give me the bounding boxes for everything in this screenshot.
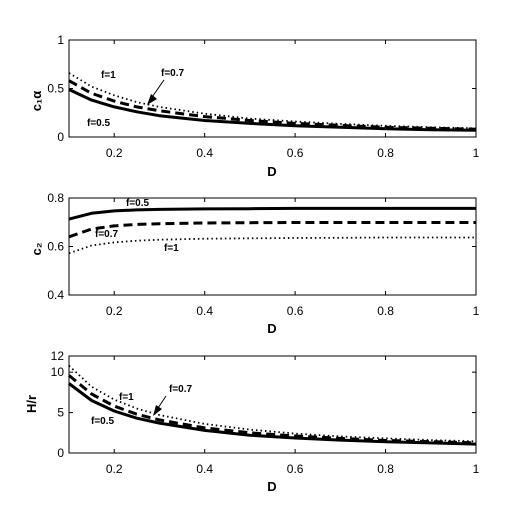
- panel2-frame: [68, 197, 477, 296]
- panel3-ytick-label: 5: [57, 406, 64, 420]
- panel1-series-solid: [68, 88, 477, 132]
- panel1-xtick-label: 0.8: [377, 146, 394, 160]
- panel1-arrow: [147, 79, 165, 105]
- panel2-series-solid: [68, 206, 476, 221]
- panel3-annot-f05: f=0.5: [91, 416, 115, 427]
- panel2-ytick-label: 0.6: [47, 240, 64, 254]
- panel2-annot-f07: f=0.7: [95, 229, 119, 240]
- panel3-ytick-label: 0: [57, 446, 64, 460]
- panel3-ylabel-text: H/r: [24, 395, 39, 413]
- panel1-ytick-label: 0.5: [47, 82, 64, 96]
- panel3-annot-f1: f=1: [119, 392, 134, 403]
- panel1-ylabel: c₁α: [29, 91, 44, 112]
- panel3-xtick-label: 0.6: [287, 462, 304, 476]
- panel1-annot-f1: f=1: [101, 70, 116, 81]
- panel1-series: [68, 72, 477, 132]
- panel1-annot-f05: f=0.5: [87, 118, 111, 129]
- panel2-xtick-label: 0.2: [106, 304, 123, 318]
- panel2-series-dashed: [68, 221, 476, 239]
- panel2-ytick-label: 0.4: [47, 288, 64, 302]
- panel2-ylabel: c₂: [29, 242, 44, 255]
- panel3-frame: [68, 355, 477, 454]
- panel1-xtick-label: 0.4: [196, 146, 213, 160]
- panel1-ticks: 0.2 0.4 0.6 0.8 1 0 0.5 1: [47, 33, 479, 160]
- panel3-xlabel: D: [267, 479, 276, 494]
- panel2-ticks: 0.2 0.4 0.6 0.8 1 0.4 0.6 0.8: [47, 191, 479, 318]
- panel1-series-dashed: [68, 79, 477, 131]
- panel2-ylabel-text: c₂: [29, 242, 44, 255]
- panel3-ylabel: H/r: [24, 395, 39, 413]
- panel3-series-dashed: [68, 374, 477, 445]
- panel2-series: [68, 206, 476, 255]
- panel2-annot-f1: f=1: [164, 243, 179, 254]
- panel1-xlabel: D: [267, 164, 276, 179]
- panel3-xtick-label: 0.2: [106, 462, 123, 476]
- panel2-annot-f05: f=0.5: [126, 198, 150, 209]
- panel3-xtick-label: 1: [473, 462, 480, 476]
- panel2-xtick-label: 1: [473, 304, 480, 318]
- panel2-series-dotted: [68, 236, 476, 255]
- panel1-annot-f07: f=0.7: [161, 68, 185, 79]
- panel2-ytick-label: 0.8: [47, 191, 64, 205]
- panel1-ytick-label: 1: [57, 33, 64, 47]
- panel3-xtick-label: 0.4: [196, 462, 213, 476]
- panel-c2: 0.2 0.4 0.6 0.8 10.40.60.8 c₂ D f=0.5 f=0.7 …: [29, 191, 480, 336]
- panel2-xtick-label: 0.4: [196, 304, 213, 318]
- panel2-xtick-label: 0.8: [377, 304, 394, 318]
- panel1-xtick-label: 0.2: [106, 146, 123, 160]
- panel3-ytick-label: 10: [51, 365, 65, 379]
- panel3-xtick-label: 0.8: [377, 462, 394, 476]
- panel1-series-dotted: [68, 72, 477, 130]
- panel1-ytick-label: 0: [57, 130, 64, 144]
- panel3-ytick-label: 12: [51, 349, 65, 363]
- panel3-annot-f07: f=0.7: [169, 384, 193, 395]
- panel3-series-dotted: [68, 365, 477, 443]
- panel1-xtick-label: 1: [473, 146, 480, 160]
- panel3-series: [68, 365, 477, 446]
- panel3-arrow: [153, 395, 167, 416]
- panel1-frame: [68, 39, 477, 138]
- panel1-xtick-label: 0.6: [287, 146, 304, 160]
- panel2-xlabel: D: [267, 321, 276, 336]
- panel2-xtick-label: 0.6: [287, 304, 304, 318]
- panel1-ylabel-text: c₁α: [29, 91, 44, 112]
- panel-c1alpha: 0.2 0.4 0.6 0.8 1 0 0.5 1 c₁α D f=1 f=0.7 f=0.5: [29, 33, 480, 179]
